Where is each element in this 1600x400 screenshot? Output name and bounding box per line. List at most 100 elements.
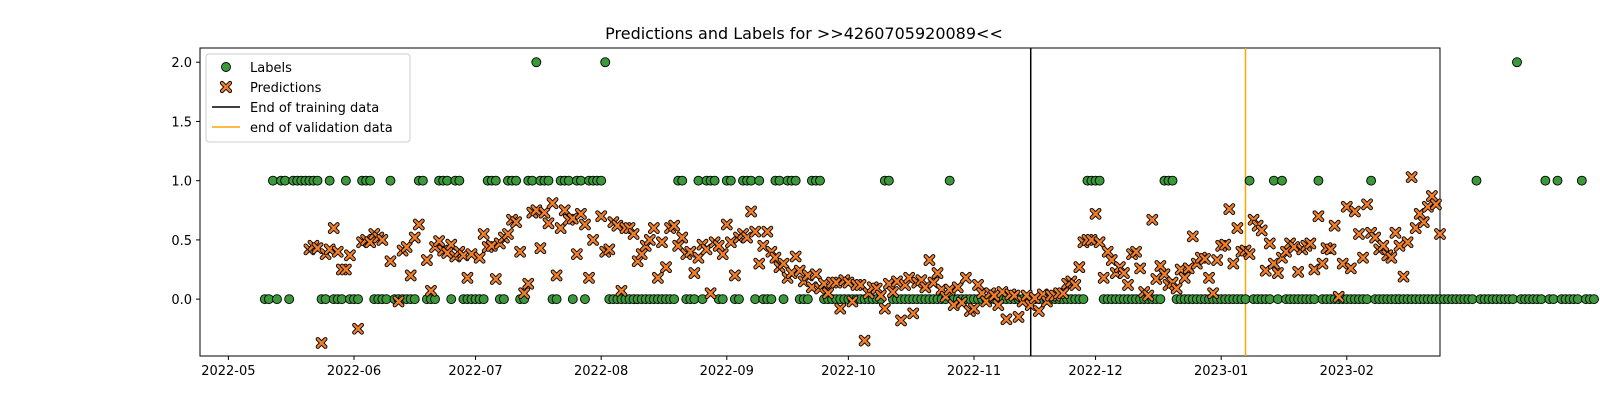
prediction-point (749, 225, 762, 238)
prediction-point (550, 269, 563, 282)
label-point (709, 175, 720, 186)
prediction-point-fill (547, 198, 558, 209)
prediction-point-fill (855, 279, 866, 290)
prediction-point (570, 248, 583, 261)
prediction-point (1255, 224, 1268, 237)
prediction-point-fill (579, 219, 590, 230)
prediction-point (1304, 237, 1317, 250)
legend-labels-text: Labels (250, 61, 292, 76)
prediction-point (1158, 268, 1171, 281)
prediction-point (676, 231, 689, 244)
x-tick-label: 2022-12 (1068, 364, 1122, 379)
prediction-point (1316, 257, 1329, 270)
prediction-point (1150, 273, 1163, 285)
prediction-point (473, 251, 486, 264)
prediction-point (745, 205, 758, 218)
label-point (340, 175, 351, 186)
label-point (498, 294, 509, 305)
prediction-point (1178, 271, 1191, 284)
prediction-point-fill (835, 303, 846, 314)
prediction-point (903, 271, 916, 284)
label-point (1244, 175, 1255, 186)
prediction-point-fill (936, 284, 947, 295)
prediction-point (1170, 282, 1183, 295)
prediction-point-fill (790, 251, 801, 262)
label-point (1094, 175, 1105, 186)
prediction-point-fill (940, 291, 951, 302)
prediction-point (583, 271, 595, 284)
prediction-point-fill (1341, 201, 1352, 212)
prediction-point (858, 334, 871, 347)
prediction-point (887, 286, 899, 298)
label-point (381, 294, 392, 305)
prediction-point-fill (1378, 240, 1389, 251)
prediction-point-fill (762, 226, 773, 237)
prediction-point-fill (571, 249, 582, 260)
prediction-point (1057, 287, 1070, 300)
prediction-point-fill (377, 234, 388, 245)
prediction-point-fill (1305, 238, 1316, 249)
prediction-point (1292, 265, 1305, 278)
prediction-point-fill (1390, 227, 1401, 238)
prediction-point-fill (1147, 214, 1158, 225)
label-point (677, 175, 688, 186)
prediction-point (1012, 311, 1025, 323)
prediction-point-fill (413, 219, 424, 230)
prediction-point (603, 243, 616, 256)
prediction-point-fill (859, 335, 870, 346)
prediction-point-fill (490, 274, 501, 284)
prediction-point (919, 281, 932, 294)
prediction-point-fill (1430, 199, 1441, 210)
prediction-point (1393, 239, 1406, 252)
prediction-point (1093, 236, 1106, 249)
prediction-point-fill (478, 228, 489, 239)
label-point (1155, 294, 1166, 305)
prediction-point (1312, 210, 1325, 223)
prediction-point-fill (1362, 199, 1373, 210)
prediction-point (1389, 226, 1402, 239)
prediction-point (1397, 270, 1410, 283)
prediction-point (331, 245, 344, 258)
prediction-point (972, 279, 984, 291)
legend-validation-text: end of validation data (250, 121, 393, 136)
prediction-point-fill (1345, 263, 1356, 274)
prediction-point-fill (968, 303, 979, 314)
label-point (725, 175, 736, 186)
prediction-point-fill (1033, 305, 1044, 316)
prediction-point-fill (960, 272, 971, 283)
prediction-point-fill (1070, 279, 1081, 290)
prediction-point-fill (1386, 252, 1397, 263)
prediction-point (1211, 254, 1224, 266)
prediction-point-fill (677, 232, 688, 243)
prediction-point (1369, 231, 1382, 244)
prediction-point-fill (340, 264, 351, 275)
x-tick-label: 2022-09 (700, 364, 754, 379)
prediction-point (566, 212, 579, 225)
prediction-point-fill (896, 315, 907, 326)
prediction-point-fill (1406, 172, 1417, 183)
prediction-point-fill (1435, 228, 1445, 239)
prediction-point-fill (1143, 290, 1154, 301)
prediction-point (412, 218, 425, 231)
prediction-point-fill (434, 236, 445, 247)
prediction-point-fill (1398, 271, 1409, 282)
prediction-point (1089, 207, 1102, 220)
prediction-point-fill (1155, 260, 1166, 271)
prediction-point-fill (1001, 314, 1012, 325)
prediction-point-fill (916, 275, 927, 286)
prediction-point (1263, 237, 1276, 250)
prediction-point-fill (1212, 255, 1223, 266)
prediction-point-fill (1183, 263, 1194, 274)
y-tick-label: 1.0 (171, 175, 192, 190)
prediction-point (441, 247, 454, 259)
legend-labels-marker (221, 62, 231, 72)
prediction-point (1122, 279, 1134, 291)
prediction-point (1280, 245, 1292, 258)
prediction-point (510, 216, 522, 229)
prediction-point (716, 248, 729, 261)
prediction-point-fill (823, 288, 834, 299)
prediction-point (522, 277, 535, 290)
x-tick-label: 2022-07 (448, 364, 502, 379)
prediction-point (1203, 271, 1215, 284)
prediction-point-fill (1353, 228, 1364, 239)
